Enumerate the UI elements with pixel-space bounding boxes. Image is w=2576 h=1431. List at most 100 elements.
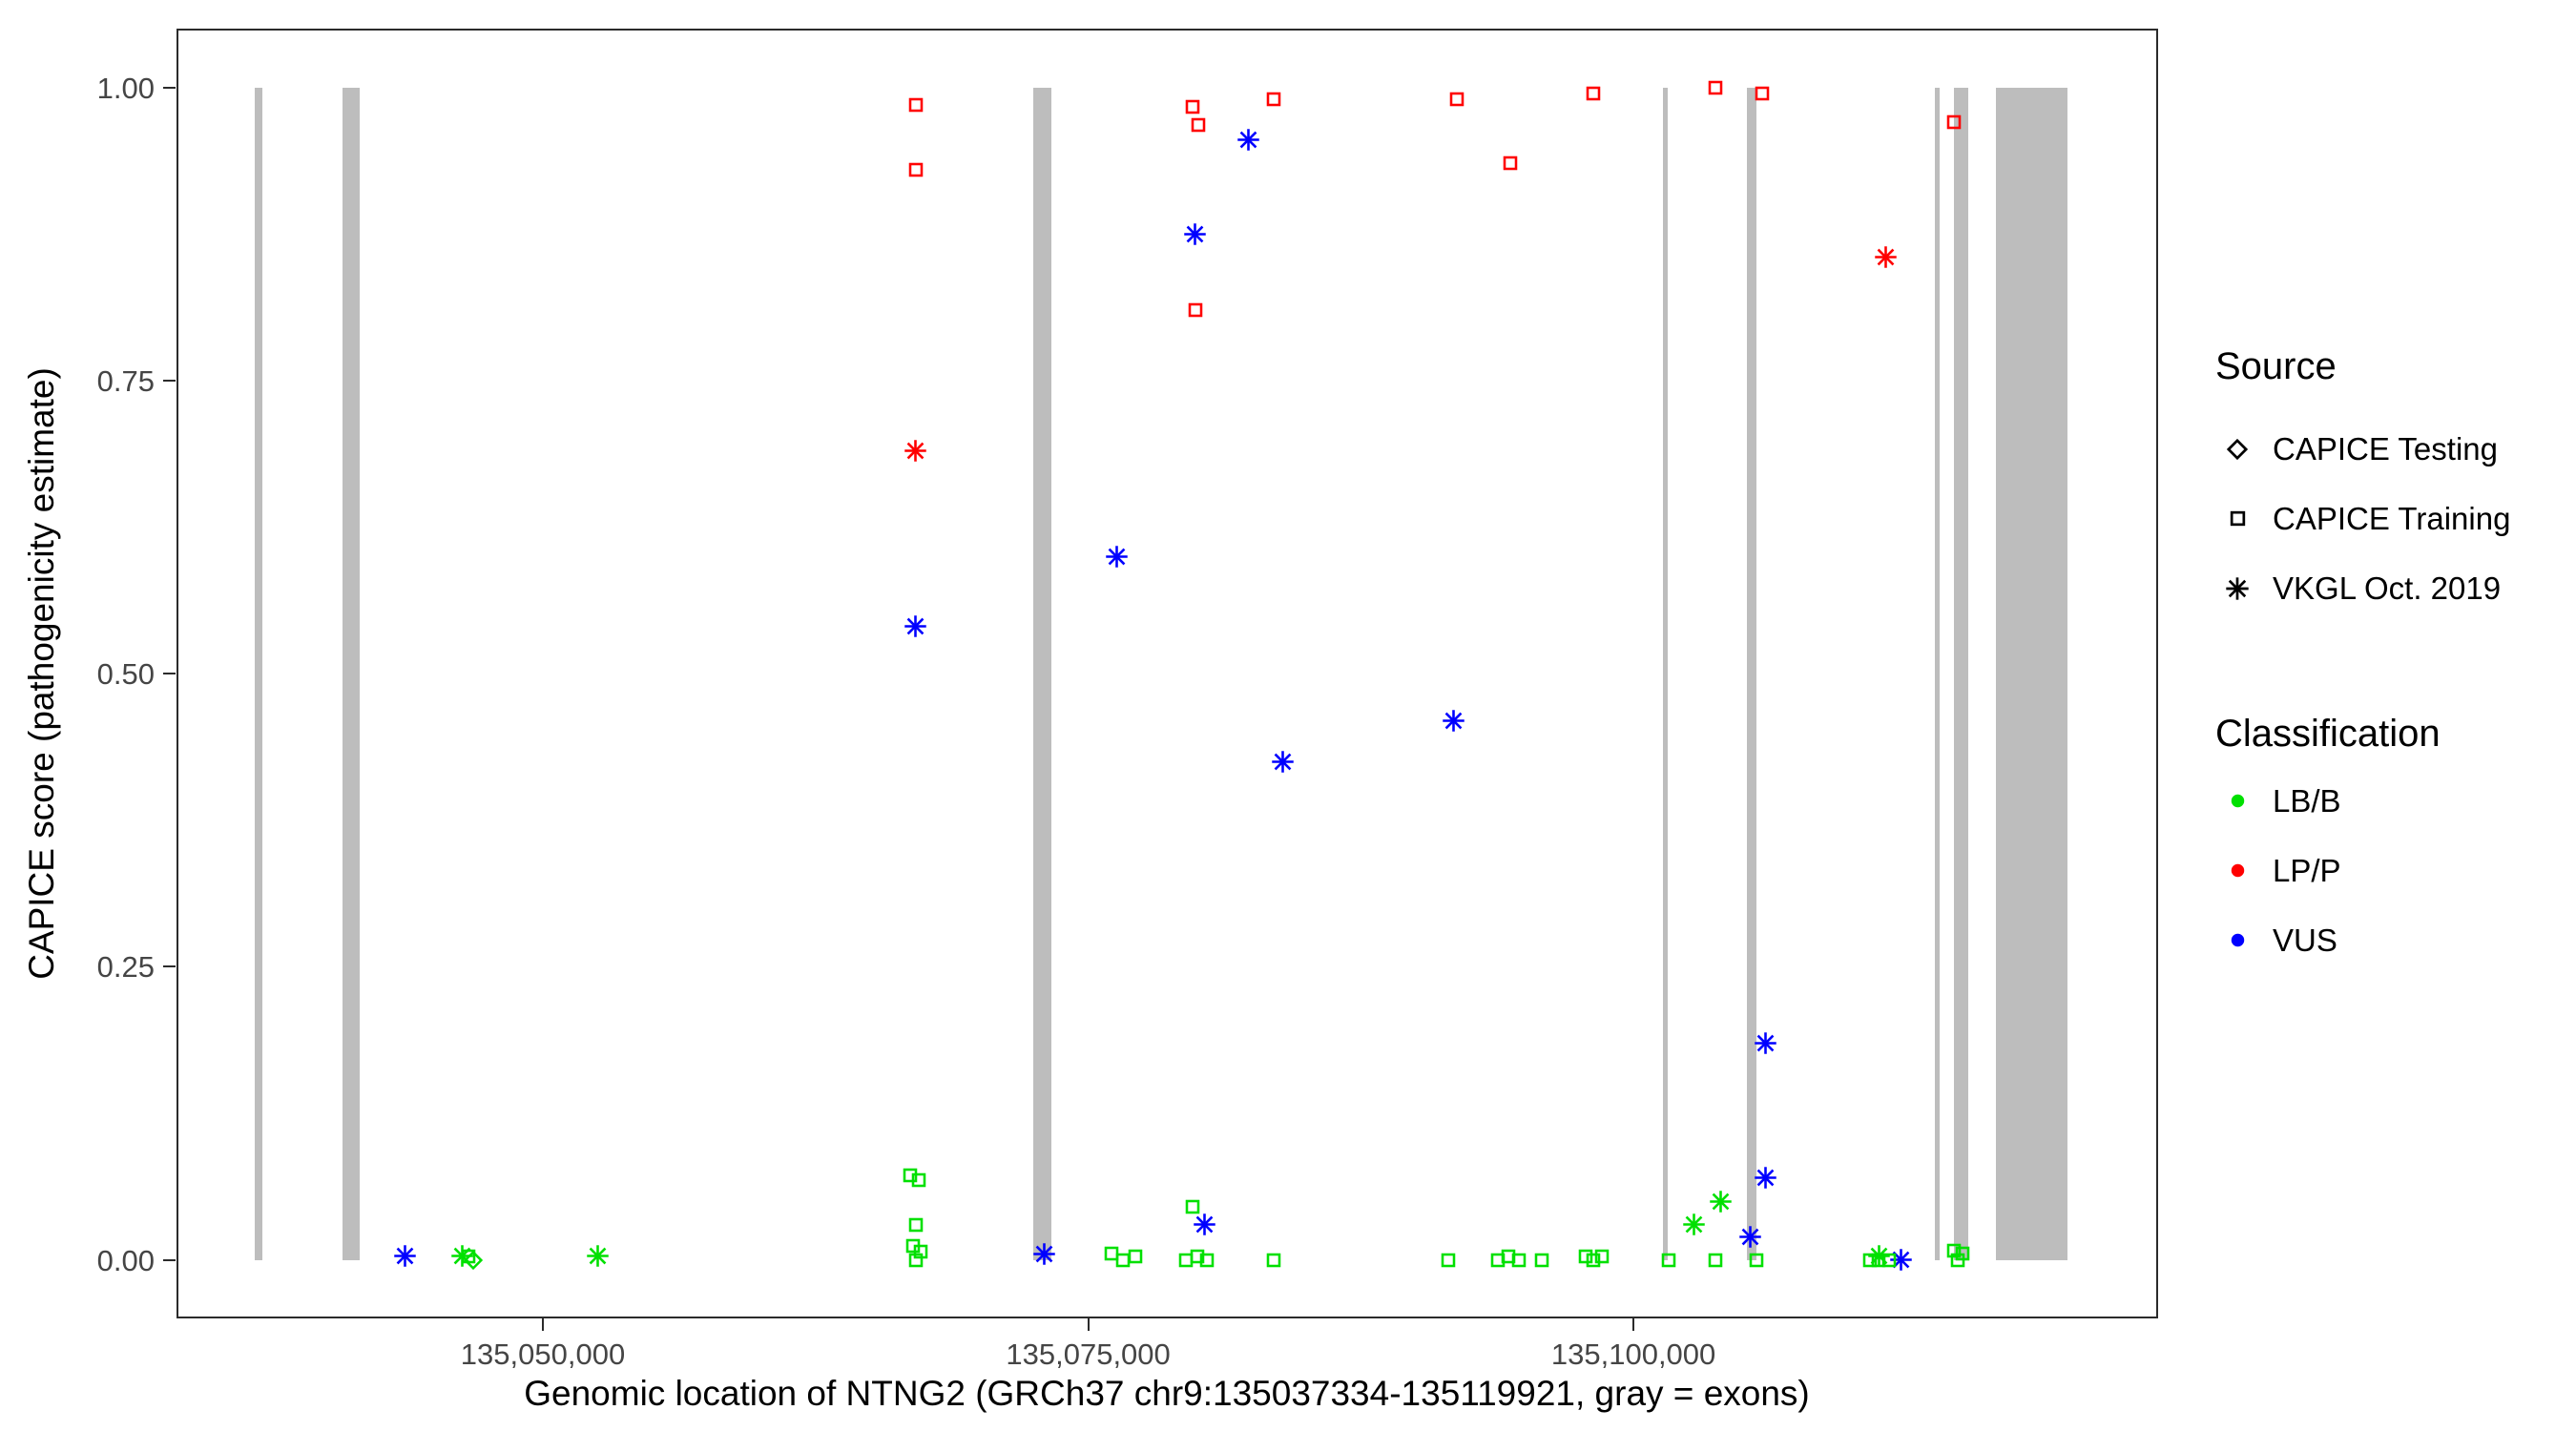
point-square [1946, 1243, 1962, 1257]
legend-source-items: CAPICE Testing CAPICE Training VKGL Oct. 2… [2215, 414, 2570, 623]
point-square [1881, 1253, 1896, 1267]
point-asterisk [1682, 1213, 1705, 1235]
point-asterisk [1033, 1243, 1056, 1265]
legend-source-title: Source [2215, 345, 2337, 387]
y-tick-label: 0.50 [96, 657, 155, 691]
circle-icon [2215, 861, 2259, 880]
y-axis-tick [163, 379, 176, 382]
point-asterisk [1184, 222, 1206, 245]
x-tick-label: 135,100,000 [1550, 1338, 1716, 1371]
point-square [912, 1172, 926, 1188]
point-asterisk [1237, 129, 1259, 152]
y-tick-label: 1.00 [96, 71, 155, 105]
point-asterisk [1739, 1225, 1761, 1248]
y-axis-tick [163, 673, 176, 674]
exon-bar [1033, 87, 1051, 1260]
point-square [1441, 1253, 1456, 1267]
point-asterisk [586, 1245, 609, 1268]
point-square [1511, 1253, 1526, 1267]
point-square [1946, 115, 1962, 130]
point-square [908, 1253, 924, 1267]
square-icon [2215, 509, 2259, 528]
legend-item-capice-testing: CAPICE Testing [2215, 414, 2570, 484]
x-axis-tick [542, 1318, 544, 1331]
y-axis-title: CAPICE score (pathogenicity estimate) [22, 367, 61, 980]
point-square [1503, 156, 1518, 171]
point-asterisk [904, 615, 927, 638]
point-square [1750, 1253, 1764, 1267]
point-square [1188, 302, 1202, 318]
x-axis-title: Genomic location of NTNG2 (GRCh37 chr9:1… [524, 1374, 1810, 1413]
legend: Source CAPICE Testing CAPICE Training VKGL… [2215, 343, 2570, 975]
exon-bar [1995, 87, 2068, 1260]
point-square [1449, 92, 1465, 106]
point-square [1862, 1253, 1878, 1267]
point-square [913, 1244, 927, 1259]
y-axis-tick [163, 1258, 176, 1261]
point-square [1755, 86, 1770, 100]
legend-item-label: CAPICE Testing [2273, 430, 2498, 467]
point-asterisk [1271, 750, 1294, 773]
point-square [1950, 1253, 1964, 1267]
legend-item-lp-p: LP/P [2215, 836, 2570, 905]
point-square [1578, 1249, 1593, 1264]
point-square [1872, 1253, 1886, 1267]
point-square [1199, 1253, 1215, 1267]
y-tick-label: 0.75 [96, 363, 155, 398]
x-axis-tick [1087, 1318, 1090, 1331]
exon-bar [1663, 87, 1668, 1260]
point-asterisk [394, 1245, 417, 1268]
legend-classification-title: Classification [2215, 713, 2441, 755]
exon-bar [255, 87, 263, 1260]
point-square [462, 1249, 476, 1264]
legend-classification-items: LB/B LP/P VUS [2215, 766, 2570, 975]
point-asterisk [1106, 545, 1128, 568]
legend-item-label: VKGL Oct. 2019 [2273, 570, 2502, 606]
exon-bar [1954, 87, 1969, 1260]
y-tick-label: 0.00 [96, 1243, 155, 1277]
point-square [1186, 100, 1200, 114]
asterisk-icon [2215, 575, 2259, 602]
point-square [1594, 1249, 1610, 1264]
point-square [1491, 1253, 1506, 1267]
legend-item-label: VUS [2273, 922, 2337, 958]
legend-item-vkgl-oct-2019: VKGL Oct. 2019 [2215, 553, 2570, 623]
point-diamond [463, 1250, 483, 1270]
point-asterisk [1755, 1031, 1776, 1054]
point-square [1586, 86, 1601, 100]
circle-icon [2215, 792, 2259, 810]
point-asterisk [1710, 1190, 1732, 1213]
legend-item-capice-training: CAPICE Training [2215, 484, 2570, 553]
point-square [1586, 1253, 1601, 1267]
point-square [1186, 1199, 1200, 1214]
point-asterisk [904, 440, 927, 462]
point-square [1191, 117, 1206, 133]
x-tick-label: 135,075,000 [1006, 1338, 1171, 1371]
point-square [1266, 1253, 1281, 1267]
point-square [1708, 80, 1723, 94]
circle-icon [2215, 931, 2259, 949]
legend-item-lb-b: LB/B [2215, 766, 2570, 836]
y-tick-label: 0.25 [96, 950, 155, 985]
point-square [908, 162, 924, 176]
y-axis-tick [163, 965, 176, 968]
point-square [1534, 1253, 1549, 1267]
point-asterisk [1874, 246, 1897, 268]
legend-item-label: LB/B [2273, 782, 2341, 819]
point-square [1501, 1249, 1516, 1264]
point-asterisk [1755, 1167, 1776, 1189]
point-square [908, 1217, 924, 1232]
point-square [908, 97, 924, 113]
x-tick-label: 135,050,000 [460, 1338, 626, 1371]
exon-bar [342, 87, 360, 1260]
point-asterisk [1443, 709, 1465, 732]
plot-panel [177, 29, 2158, 1318]
point-square [1190, 1249, 1205, 1264]
point-square [1128, 1249, 1142, 1264]
point-square [1661, 1253, 1675, 1267]
exon-bar [1934, 87, 1941, 1260]
legend-item-vus: VUS [2215, 905, 2570, 975]
point-square [1708, 1253, 1723, 1267]
exon-bar [1747, 87, 1757, 1260]
